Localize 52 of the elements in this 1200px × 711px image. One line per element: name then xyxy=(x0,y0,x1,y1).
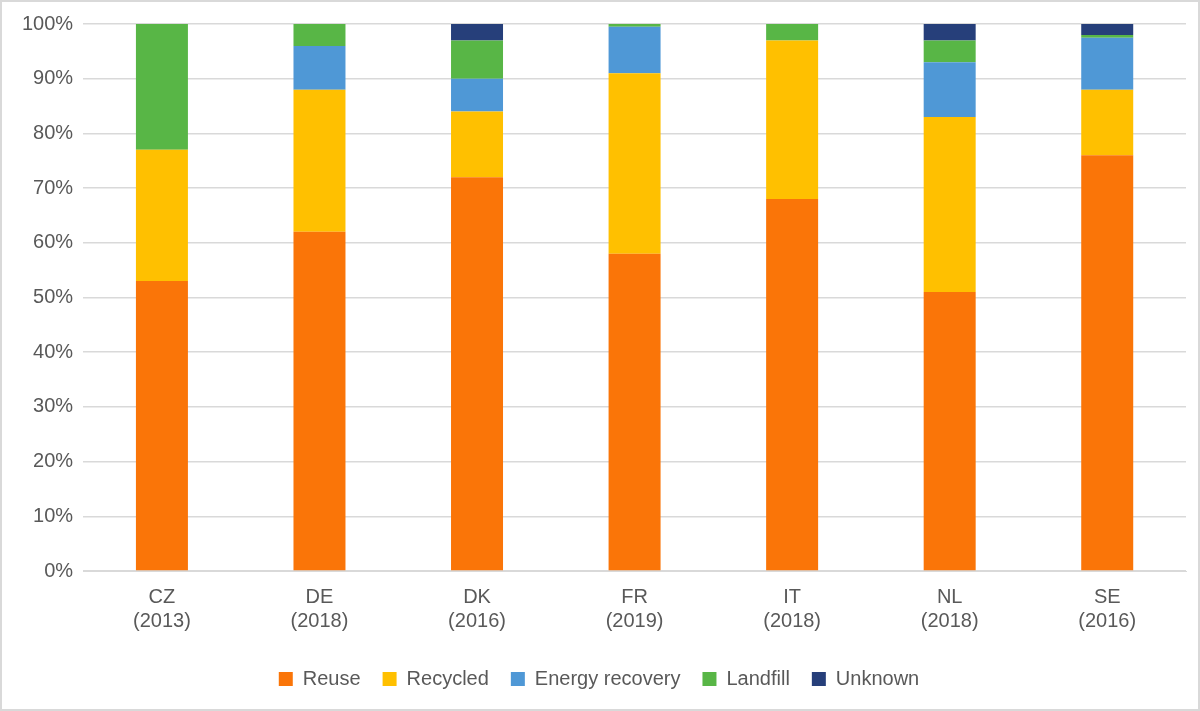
bar xyxy=(766,199,819,571)
legend-label: Recycled xyxy=(406,666,489,689)
y-tick-label: 60% xyxy=(33,230,74,253)
y-tick-label: 0% xyxy=(44,558,74,581)
x-tick-label: IT (2018) xyxy=(763,584,822,631)
bar xyxy=(1081,34,1134,38)
bar xyxy=(451,78,504,112)
y-tick-label: 20% xyxy=(33,449,74,472)
x-tick-label: NL (2018) xyxy=(920,584,979,631)
y-tick-label: 40% xyxy=(33,339,74,362)
bar xyxy=(608,24,661,27)
legend-label: Unknown xyxy=(835,666,920,689)
bar xyxy=(1081,24,1134,35)
bar xyxy=(608,26,661,74)
y-tick-label: 70% xyxy=(33,175,74,198)
x-tick-label: SE (2016) xyxy=(1078,584,1137,631)
bar xyxy=(923,62,976,117)
y-tick-label: 50% xyxy=(33,285,74,308)
bar xyxy=(451,111,504,178)
y-tick-label: 10% xyxy=(33,503,74,526)
bar xyxy=(135,281,188,571)
bar xyxy=(451,24,504,41)
y-tick-label: 100% xyxy=(22,11,74,34)
bar xyxy=(293,24,346,46)
bar xyxy=(293,89,346,232)
x-tick-label: FR (2019) xyxy=(605,584,664,631)
bar xyxy=(1081,155,1134,571)
bar xyxy=(766,40,819,200)
legend-label: Landfill xyxy=(726,666,790,689)
x-tick-label: CZ (2013) xyxy=(133,584,191,631)
x-tick-label: DE (2018) xyxy=(290,584,349,631)
bar xyxy=(923,116,976,293)
bar xyxy=(293,45,346,90)
y-tick-label: 90% xyxy=(33,66,74,89)
bar xyxy=(451,40,504,79)
bar xyxy=(608,253,661,571)
bar xyxy=(766,24,819,41)
bar xyxy=(923,40,976,63)
bar xyxy=(135,149,188,282)
bar xyxy=(135,24,188,150)
bar xyxy=(293,231,346,571)
y-tick-label: 30% xyxy=(33,394,74,417)
bar xyxy=(451,177,504,571)
bar xyxy=(1081,89,1134,156)
x-tick-label: DK (2016) xyxy=(448,584,506,631)
bar xyxy=(1081,37,1134,90)
bar xyxy=(608,73,661,254)
bar xyxy=(923,24,976,41)
legend-label: Reuse xyxy=(302,666,361,689)
legend-label: Energy recovery xyxy=(534,666,681,689)
y-tick-label: 80% xyxy=(33,120,74,143)
bar xyxy=(923,292,976,571)
